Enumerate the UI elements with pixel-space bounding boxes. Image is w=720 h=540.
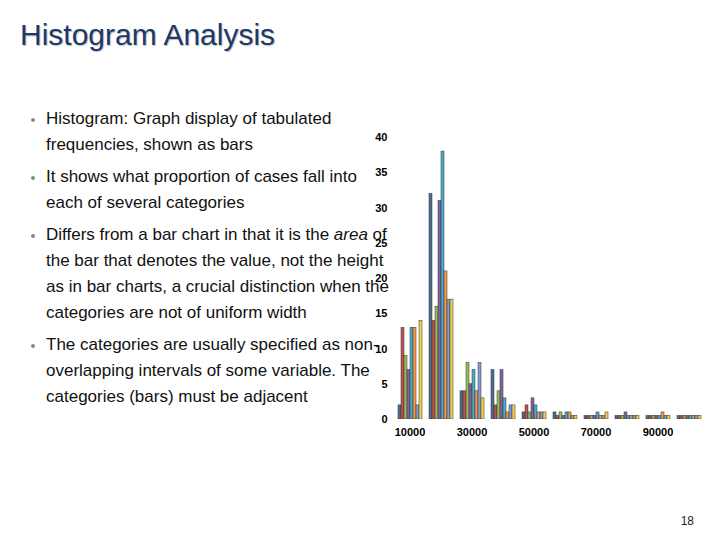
svg-text:15: 15: [375, 307, 387, 319]
svg-text:20: 20: [375, 272, 387, 284]
svg-text:0: 0: [381, 413, 387, 425]
svg-text:70000: 70000: [581, 426, 612, 438]
svg-text:90000: 90000: [643, 426, 674, 438]
svg-text:25: 25: [375, 237, 387, 249]
svg-text:10: 10: [375, 343, 387, 355]
svg-text:30: 30: [375, 202, 387, 214]
svg-text:35: 35: [375, 166, 387, 178]
svg-text:5: 5: [381, 378, 387, 390]
svg-text:40: 40: [375, 131, 387, 143]
svg-text:30000: 30000: [457, 426, 488, 438]
svg-text:10000: 10000: [395, 426, 426, 438]
svg-text:50000: 50000: [519, 426, 550, 438]
